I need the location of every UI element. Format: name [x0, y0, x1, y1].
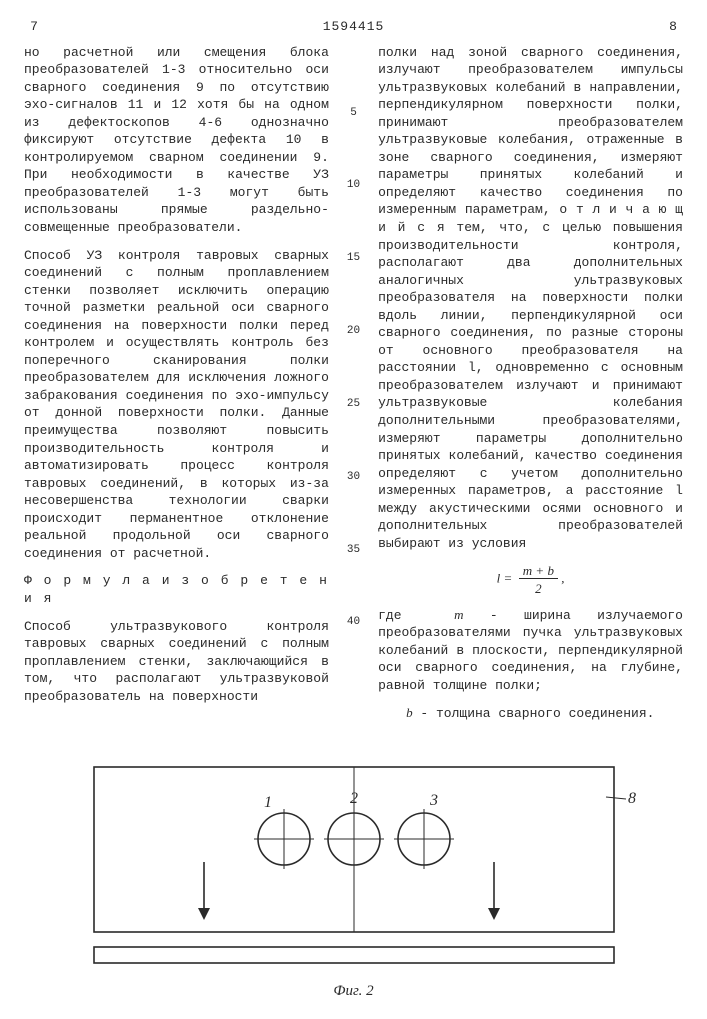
- text-columns: но расчетной или смещения блока преобраз…: [24, 44, 683, 733]
- line-number: 30: [347, 470, 360, 485]
- left-para-1: но расчетной или смещения блока преобраз…: [24, 44, 329, 237]
- page-number-right: 8: [663, 18, 683, 36]
- figure-2: 1 2 3 8 Фиг. 2: [24, 747, 683, 1001]
- figure-caption: Фиг. 2: [24, 981, 683, 1001]
- line-number: 40: [347, 615, 360, 630]
- line-number: 5: [350, 106, 357, 121]
- where-b-text: - толщина сварного соединения.: [413, 706, 655, 721]
- left-column: но расчетной или смещения блока преобраз…: [24, 44, 329, 733]
- svg-text:1: 1: [264, 794, 272, 811]
- where-label: где: [378, 608, 401, 623]
- svg-text:3: 3: [429, 792, 438, 809]
- where-clause-b: b - толщина сварного соединения.: [378, 704, 683, 723]
- svg-text:8: 8: [628, 790, 636, 807]
- line-number: 20: [347, 324, 360, 339]
- where-clause-m: где m - ширина излучаемого преобразовате…: [378, 606, 683, 695]
- line-number: 35: [347, 543, 360, 558]
- formula: l = m + b2 ,: [378, 562, 683, 597]
- line-number: 25: [347, 397, 360, 412]
- left-para-3: Способ ультразвукового контроля тавровых…: [24, 618, 329, 706]
- svg-text:2: 2: [350, 790, 358, 807]
- left-para-2: Способ УЗ контроля тавровых сварных соед…: [24, 247, 329, 563]
- right-para-1: полки над зоной сварного соединения, изл…: [378, 44, 683, 553]
- line-number: 10: [347, 178, 360, 193]
- line-number-gutter: 5 10 15 20 25 30 35 40: [347, 44, 360, 733]
- page-number-left: 7: [24, 18, 44, 36]
- document-number: 1594415: [323, 18, 385, 36]
- page-header: 7 1594415 8: [24, 18, 683, 36]
- figure-diagram: 1 2 3 8: [54, 747, 654, 977]
- where-m-text: - ширина излучаемого преобразователями п…: [378, 608, 683, 693]
- symbol-m: m: [454, 607, 463, 622]
- line-number: 15: [347, 251, 360, 266]
- right-column: полки над зоной сварного соединения, изл…: [378, 44, 683, 733]
- formula-heading: Ф о р м у л а и з о б р е т е н и я: [24, 572, 329, 607]
